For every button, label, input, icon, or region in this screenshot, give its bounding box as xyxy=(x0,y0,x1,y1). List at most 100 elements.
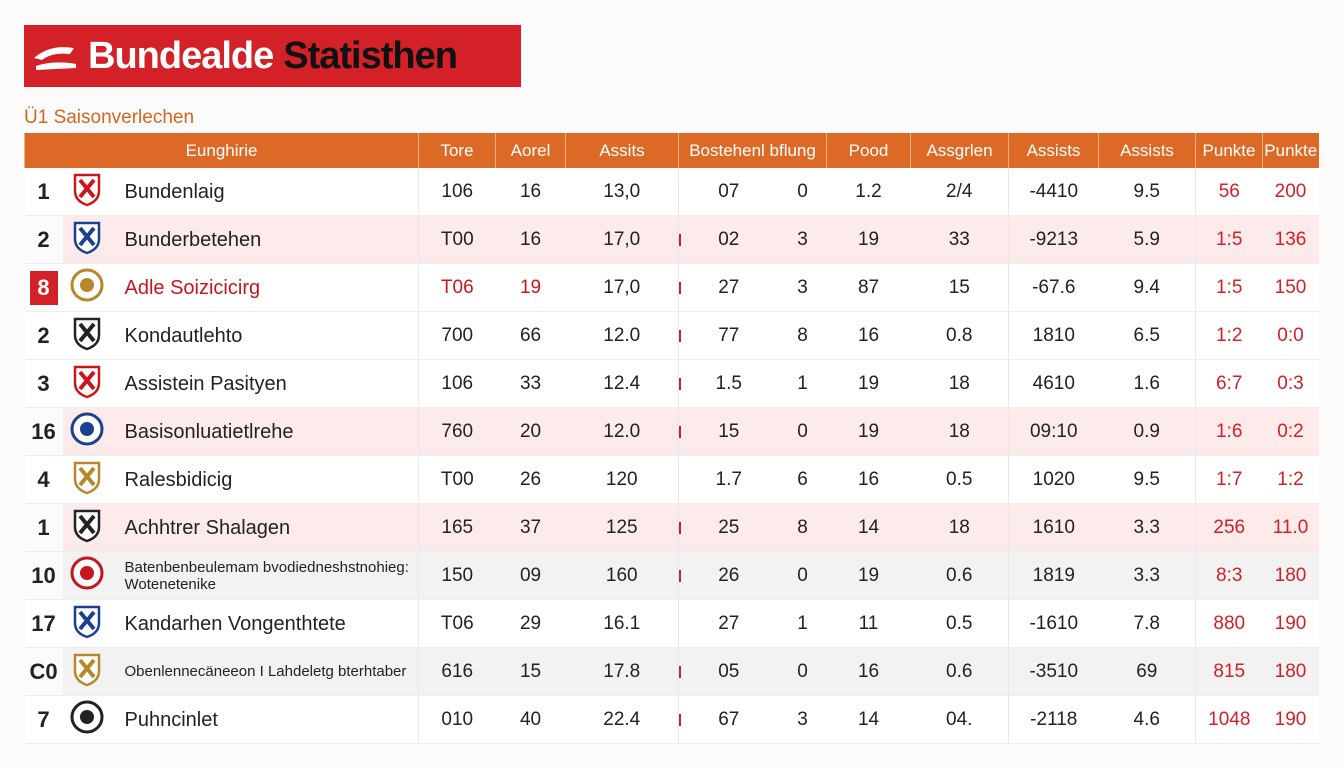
stat-cell: 190 xyxy=(1262,695,1319,744)
stat-cell: 11.0 xyxy=(1262,503,1319,552)
stat-cell: 26 xyxy=(495,455,566,504)
stat-cell: 16 xyxy=(495,215,566,264)
stat-cell: 150 xyxy=(418,551,496,600)
rank: 7 xyxy=(37,706,50,732)
stat-cell: 20 xyxy=(495,407,566,456)
title-banner: Bundealde Statisthen xyxy=(24,25,521,87)
club-name: Bunderbetehen xyxy=(110,215,419,264)
title: Statisthen xyxy=(283,34,458,77)
stat-cell: 19 xyxy=(826,551,911,600)
stat-cell: 1.6 xyxy=(1098,359,1196,408)
club-logo xyxy=(73,653,100,686)
stat-cell: 106 xyxy=(418,168,496,216)
stat-cell: 27 xyxy=(678,599,779,648)
stat-cell: 6.5 xyxy=(1098,311,1196,360)
stat-cell: 165 xyxy=(418,503,496,552)
stat-cell: -9213 xyxy=(1008,215,1099,264)
rank-cell: 17 xyxy=(24,599,63,648)
club-logo xyxy=(73,173,100,206)
rank-cell: C0 xyxy=(24,647,63,696)
column-header: Assists xyxy=(1098,133,1196,168)
table-row: 7 Puhncinlet 010 40 22.4 67 3 14 04. -2118 4.6 1048… xyxy=(24,695,1319,744)
club-logo xyxy=(70,700,103,733)
stat-cell: 67 xyxy=(678,695,779,744)
rank: 1 xyxy=(37,514,50,540)
table-row: 17 Kandarhen Vongenthtete T06 29 16.1 27 1 11 0.… xyxy=(24,599,1319,648)
stat-cell: 18 xyxy=(910,503,1009,552)
logo-cell xyxy=(62,695,111,744)
rank-cell: 4 xyxy=(24,455,63,504)
stat-cell: 9.4 xyxy=(1098,263,1196,312)
column-header: Assits xyxy=(565,133,679,168)
rank-cell: 3 xyxy=(24,359,63,408)
stat-cell: 19 xyxy=(826,359,911,408)
stat-cell: 16 xyxy=(826,455,911,504)
stat-cell: 136 xyxy=(1262,215,1319,264)
stat-cell: 05 xyxy=(678,647,779,696)
stat-cell: 25 xyxy=(678,503,779,552)
rank-cell: 1 xyxy=(24,168,63,216)
rank: 2 xyxy=(37,226,50,252)
stat-cell: 1 xyxy=(778,599,827,648)
stat-cell: T06 xyxy=(418,599,496,648)
stat-cell: 1:5 xyxy=(1195,263,1263,312)
stat-cell: 17,0 xyxy=(565,263,679,312)
rank: 4 xyxy=(37,466,50,492)
rank: C0 xyxy=(29,658,58,684)
logo-cell xyxy=(62,407,111,456)
stat-cell: 07 xyxy=(678,168,779,216)
stat-cell: 010 xyxy=(418,695,496,744)
club-logo xyxy=(73,605,100,638)
stat-cell: 0:2 xyxy=(1262,407,1319,456)
club-logo xyxy=(73,317,100,350)
stat-cell: 760 xyxy=(418,407,496,456)
stat-cell: 09 xyxy=(495,551,566,600)
rank-cell: 1 xyxy=(24,503,63,552)
logo-cell xyxy=(62,455,111,504)
stat-cell: 1:2 xyxy=(1262,455,1319,504)
club-logo xyxy=(73,461,100,494)
club-name: Ralesbidicig xyxy=(110,455,419,504)
logo-cell xyxy=(62,599,111,648)
title: Bundealde xyxy=(88,34,274,77)
logo-cell xyxy=(62,503,111,552)
stat-cell: 0.8 xyxy=(910,311,1009,360)
table-row: C0 Obenlennecäneeon I Lahdeletg bterhtabe… xyxy=(24,647,1319,696)
club-name: Basisonluatietlrehe xyxy=(110,407,419,456)
column-header: Punkte xyxy=(1195,133,1263,168)
stat-cell: 87 xyxy=(826,263,911,312)
rank-cell: 8 xyxy=(24,263,63,312)
stat-cell: 0.5 xyxy=(910,599,1009,648)
club-name: Puhncinlet xyxy=(110,695,419,744)
club-logo xyxy=(70,556,103,589)
club-name: Achhtrer Shalagen xyxy=(110,503,419,552)
stat-cell: 16 xyxy=(495,168,566,216)
logo-cell xyxy=(62,215,111,264)
column-header: Aorel xyxy=(495,133,566,168)
table-row: 4 Ralesbidicig T00 26 120 1.7 6 16 0.5 1020 9.5 1:7… xyxy=(24,455,1319,504)
stat-cell: 16.1 xyxy=(565,599,679,648)
stat-cell: 11 xyxy=(826,599,911,648)
stat-cell: 120 xyxy=(565,455,679,504)
stat-cell: 1:2 xyxy=(1195,311,1263,360)
stat-cell: 6:7 xyxy=(1195,359,1263,408)
stat-cell: 4.6 xyxy=(1098,695,1196,744)
stat-cell: 1:5 xyxy=(1195,215,1263,264)
stat-cell: 26 xyxy=(678,551,779,600)
stat-cell: 19 xyxy=(826,215,911,264)
stat-cell: 200 xyxy=(1262,168,1319,216)
stat-cell: 14 xyxy=(826,503,911,552)
stat-cell: 5.9 xyxy=(1098,215,1196,264)
column-header: Eunghirie xyxy=(23,133,419,168)
table-row: 1 Bundenlaig 106 16 13,0 07 0 1.2 2/4 -4410 9.5 56 2… xyxy=(24,168,1319,216)
stat-cell: 37 xyxy=(495,503,566,552)
stat-cell: 1.7 xyxy=(678,455,779,504)
club-name: Adle Soizicicirg xyxy=(110,263,419,312)
stat-cell: 66 xyxy=(495,311,566,360)
stat-cell: 0 xyxy=(778,407,827,456)
stat-cell: 9.5 xyxy=(1098,168,1196,216)
header-row: Eunghirie Tore Aorel Assits Bostehenl bflung… xyxy=(23,133,1319,168)
stat-cell: 6 xyxy=(778,455,827,504)
stat-cell: 0.6 xyxy=(910,551,1009,600)
stat-cell: T00 xyxy=(418,215,496,264)
